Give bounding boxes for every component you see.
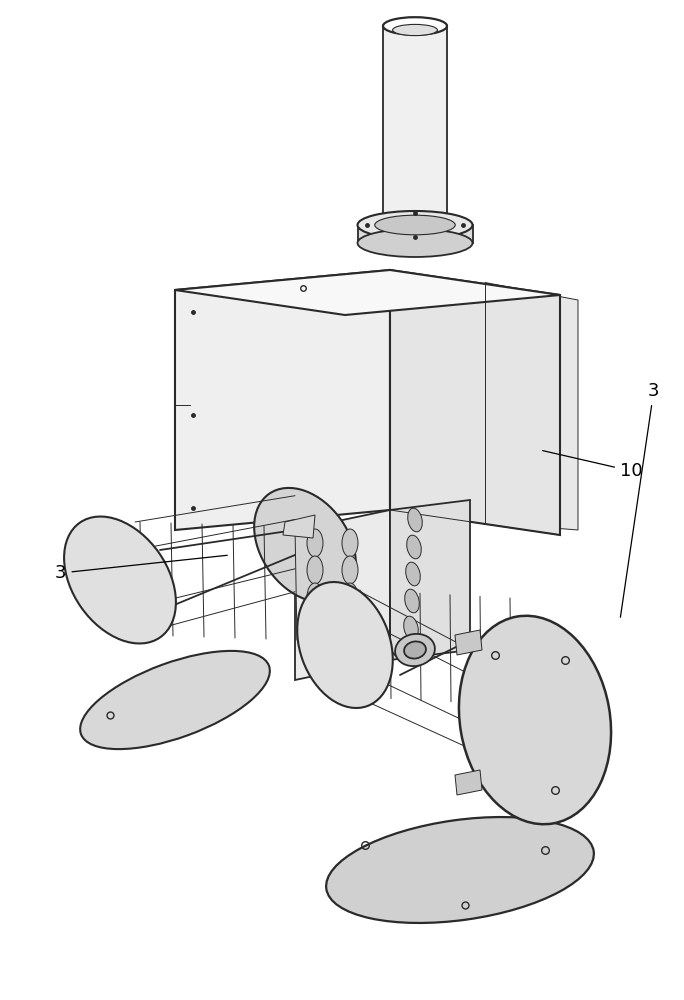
Ellipse shape [395, 634, 435, 666]
Text: 3: 3 [55, 555, 227, 582]
Ellipse shape [383, 211, 447, 229]
Ellipse shape [298, 582, 393, 708]
Polygon shape [358, 225, 473, 243]
Polygon shape [390, 500, 470, 660]
Ellipse shape [80, 651, 270, 749]
Polygon shape [175, 270, 390, 530]
Ellipse shape [342, 529, 358, 557]
Text: 10: 10 [542, 451, 643, 480]
Ellipse shape [307, 529, 323, 557]
Ellipse shape [375, 215, 456, 235]
Polygon shape [295, 510, 390, 680]
Ellipse shape [342, 610, 358, 638]
Ellipse shape [307, 556, 323, 584]
Polygon shape [175, 270, 560, 315]
Text: 3: 3 [620, 382, 659, 617]
Ellipse shape [307, 637, 323, 665]
Polygon shape [383, 26, 447, 220]
Ellipse shape [406, 562, 420, 586]
Polygon shape [455, 630, 482, 655]
Ellipse shape [326, 817, 594, 923]
Ellipse shape [407, 535, 421, 559]
Ellipse shape [404, 641, 426, 659]
Ellipse shape [405, 589, 419, 613]
Ellipse shape [307, 610, 323, 638]
Ellipse shape [342, 583, 358, 611]
Polygon shape [485, 282, 578, 530]
Polygon shape [390, 270, 560, 535]
Polygon shape [283, 515, 315, 538]
Ellipse shape [342, 556, 358, 584]
Ellipse shape [358, 229, 473, 257]
Ellipse shape [307, 583, 323, 611]
Polygon shape [455, 770, 482, 795]
Ellipse shape [64, 517, 176, 643]
Ellipse shape [404, 616, 419, 640]
Ellipse shape [342, 637, 358, 665]
Ellipse shape [383, 17, 447, 35]
Ellipse shape [393, 24, 437, 36]
Ellipse shape [408, 508, 422, 532]
Ellipse shape [254, 488, 356, 602]
Ellipse shape [459, 616, 611, 824]
Ellipse shape [358, 211, 473, 239]
